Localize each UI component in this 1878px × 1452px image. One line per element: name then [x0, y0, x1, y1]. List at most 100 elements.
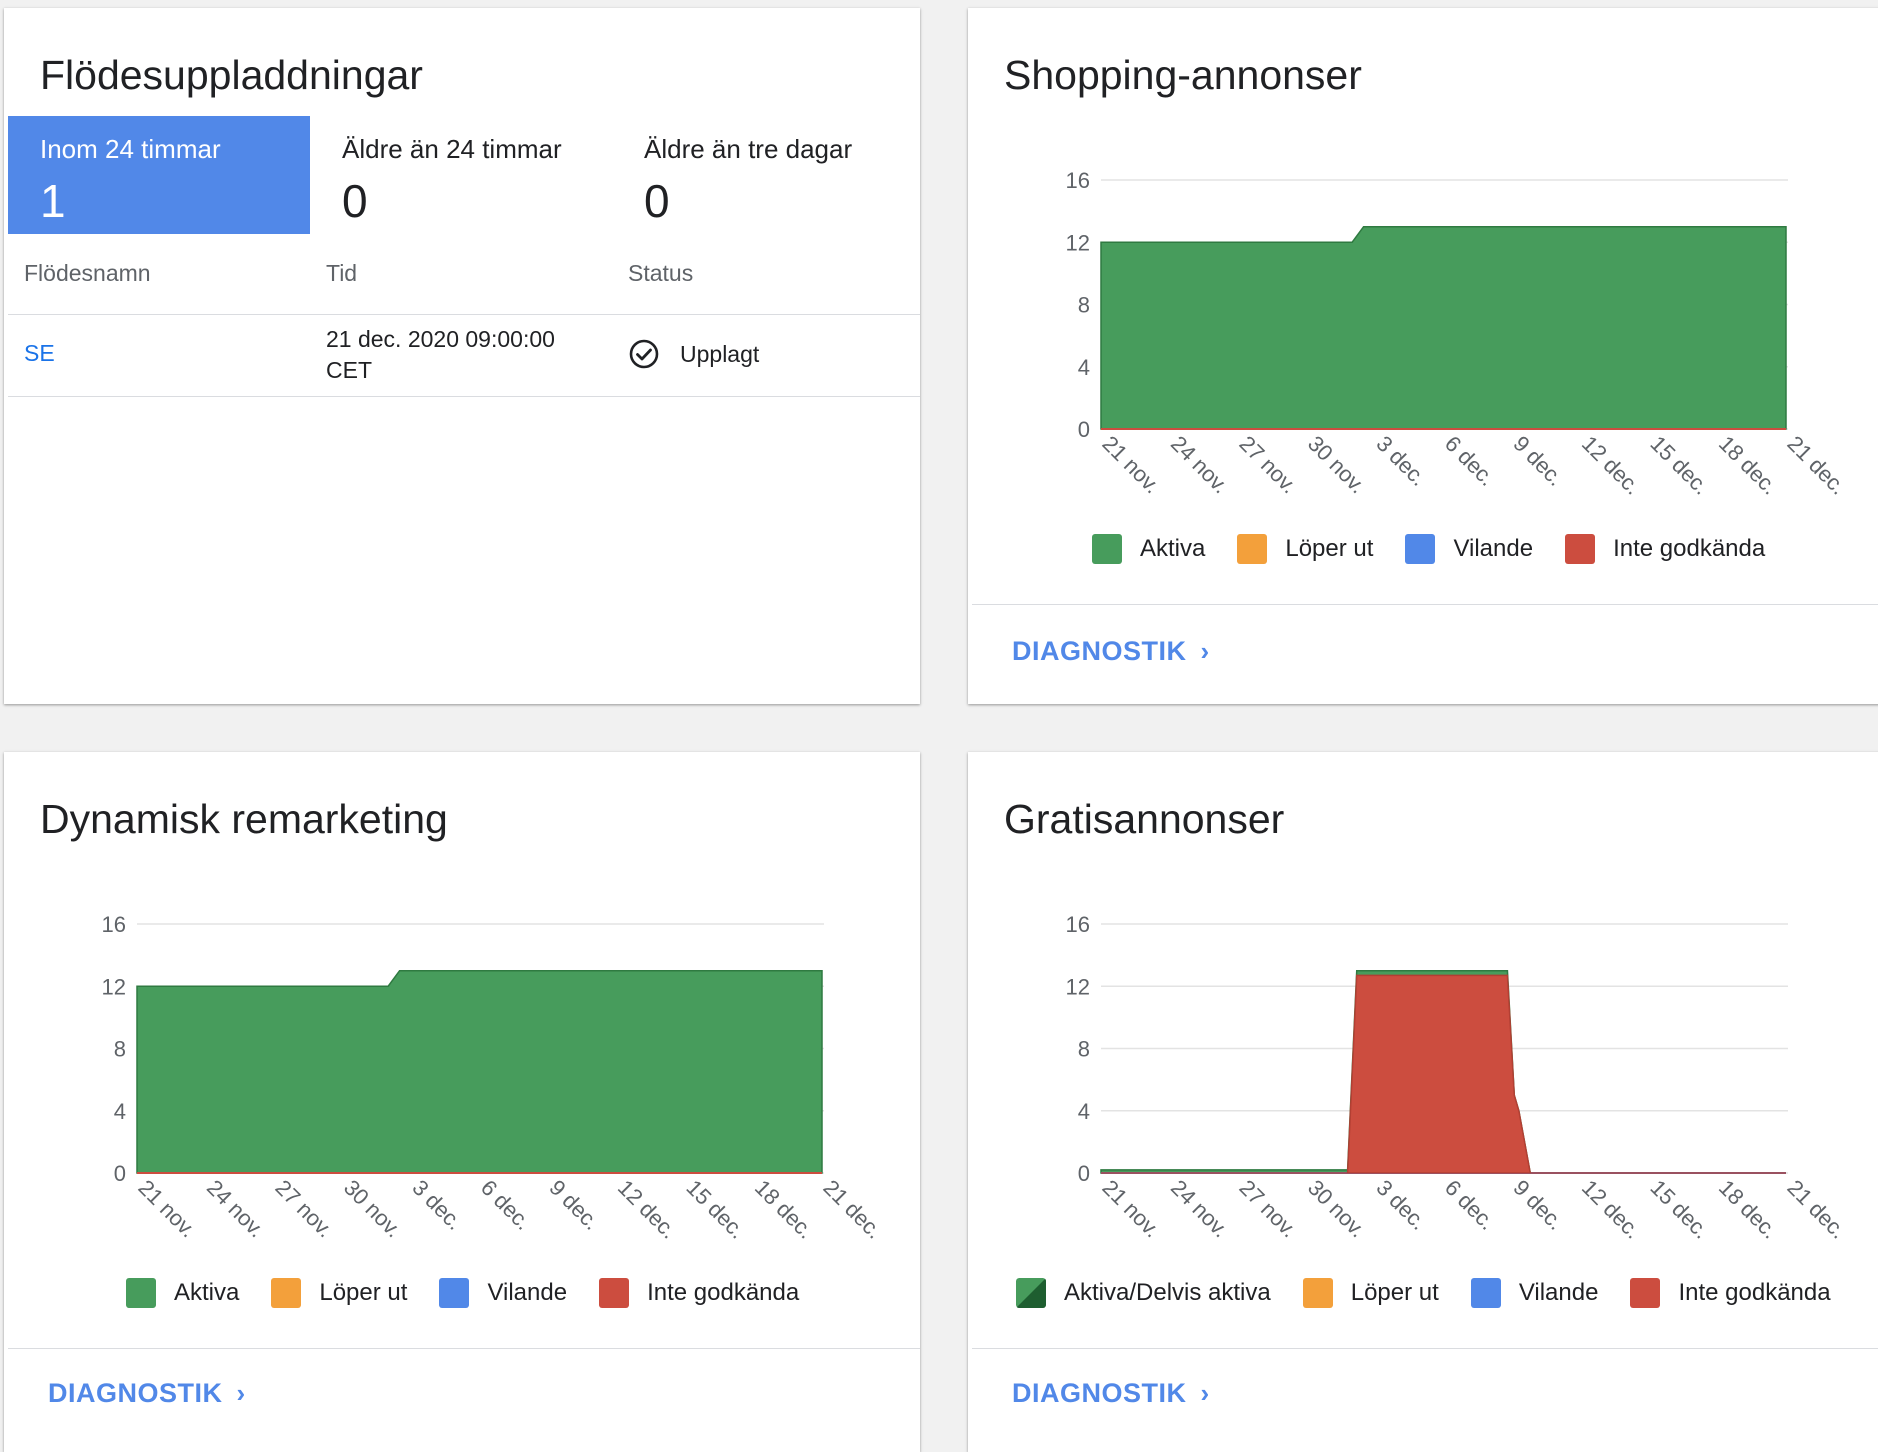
legend-swatch-expiring	[1237, 534, 1268, 564]
legend-label-paused: Vilande	[1453, 535, 1534, 562]
y-tick-label: 12	[1066, 230, 1090, 255]
shopping-ads-chart: 0 4 8 12 16 21 nov. 24 nov. 27 nov. 30 nov. 3 dec…	[1066, 168, 1852, 500]
series-area-active	[1100, 225, 1787, 430]
x-tick-label: 18 dec.	[1714, 431, 1783, 500]
x-tick-label: 27 nov.	[1234, 1175, 1302, 1243]
legend-swatch-paused	[1470, 1278, 1501, 1308]
chevron-right-icon: ›	[1200, 636, 1210, 666]
x-tick-label: 18 dec.	[1714, 1175, 1783, 1244]
feed-name-link[interactable]: SE	[24, 340, 55, 366]
column-header-feed-name[interactable]: Flödesnamn	[24, 260, 151, 286]
legend-item-active[interactable]: Aktiva	[1092, 534, 1205, 564]
y-tick-label: 4	[114, 1099, 126, 1124]
legend-label-active: Aktiva	[174, 1279, 240, 1306]
y-tick-label: 8	[1078, 293, 1090, 318]
x-tick-label: 15 dec.	[1645, 1175, 1714, 1244]
legend-item-disapproved[interactable]: Inte godkända	[1565, 534, 1765, 564]
x-tick-label: 15 dec.	[1645, 431, 1714, 500]
legend-item-disapproved[interactable]: Inte godkända	[1630, 1278, 1831, 1308]
tab-older-3days[interactable]: Äldre än tre dagar 0	[612, 116, 914, 234]
chevron-right-icon: ›	[236, 1378, 246, 1408]
x-tick-label: 6 dec.	[1440, 431, 1500, 491]
legend-item-active[interactable]: Aktiva/Delvis aktiva	[1016, 1278, 1271, 1308]
legend-swatch-expiring	[271, 1278, 302, 1308]
tab-older-24h-label: Äldre än 24 timmar	[342, 134, 562, 164]
legend-item-expiring[interactable]: Löper ut	[1302, 1278, 1439, 1308]
x-tick-label: 30 nov.	[339, 1175, 407, 1243]
feed-uploads-title: Flödesuppladdningar	[40, 52, 423, 98]
x-tick-label: 30 nov.	[1303, 1175, 1371, 1243]
y-tick-label: 8	[114, 1037, 126, 1062]
x-tick-label: 15 dec.	[681, 1175, 750, 1244]
y-tick-label: 4	[1078, 1099, 1090, 1124]
dynamic-diagnostics-link[interactable]: DIAGNOSTIK ›	[48, 1378, 246, 1409]
shopping-diagnostics-link[interactable]: DIAGNOSTIK ›	[1012, 636, 1210, 667]
legend-swatch-paused	[439, 1278, 470, 1308]
tab-within-24h[interactable]: Inom 24 timmar 1	[8, 116, 310, 234]
x-tick-label: 12 dec.	[613, 1175, 682, 1244]
x-tick-label: 9 dec.	[1508, 1175, 1568, 1235]
y-tick-label: 12	[102, 974, 126, 999]
y-tick-label: 0	[1078, 1161, 1090, 1186]
legend-item-paused[interactable]: Vilande	[439, 1278, 567, 1308]
feed-uploads-card: Flödesuppladdningar Inom 24 timmar 1 Äld…	[4, 8, 920, 704]
y-tick-label: 12	[1066, 974, 1090, 999]
x-tick-label: 21 nov.	[1097, 1175, 1165, 1243]
shopping-footer-divider	[972, 604, 1878, 605]
dynamic-footer-divider	[8, 1348, 920, 1349]
legend-item-paused[interactable]: Vilande	[1470, 1278, 1599, 1308]
x-tick-label: 24 nov.	[1166, 1175, 1234, 1243]
legend-label-disapproved: Inte godkända	[1678, 1279, 1831, 1306]
tab-within-24h-count: 1	[40, 175, 66, 227]
column-header-status[interactable]: Status	[628, 260, 694, 286]
tab-older-24h-count: 0	[342, 175, 368, 227]
upload-time-date: 21 dec. 2020 09:00:00	[326, 326, 555, 352]
dynamic-remarketing-chart: 0 4 8 12 16 21 nov. 24 nov. 27 nov. 30 nov. 3 dec…	[102, 912, 888, 1244]
legend-item-expiring[interactable]: Löper ut	[271, 1278, 407, 1308]
tab-older-24h[interactable]: Äldre än 24 timmar 0	[310, 116, 612, 234]
x-tick-label: 3 dec.	[1371, 1175, 1431, 1235]
legend-item-expiring[interactable]: Löper ut	[1237, 534, 1373, 564]
free-diagnostics-link[interactable]: DIAGNOSTIK ›	[1012, 1378, 1210, 1409]
column-header-time[interactable]: Tid	[326, 260, 358, 286]
y-tick-label: 0	[1078, 417, 1090, 442]
legend-label-paused: Vilande	[487, 1279, 568, 1306]
x-tick-label: 12 dec.	[1577, 1175, 1646, 1244]
legend-swatch-active	[1092, 534, 1122, 564]
legend-item-disapproved[interactable]: Inte godkända	[599, 1278, 799, 1308]
legend-label-active: Aktiva	[1140, 535, 1206, 562]
chevron-right-icon: ›	[1200, 1378, 1210, 1408]
shopping-ads-card: Shopping-annonser 0 4 8 12 16 21 nov. 24 nov. 2…	[968, 8, 1878, 704]
legend-item-paused[interactable]: Vilande	[1405, 534, 1533, 564]
x-tick-label: 24 nov.	[1166, 431, 1234, 499]
x-tick-label: 9 dec.	[544, 1175, 604, 1235]
x-tick-label: 30 nov.	[1303, 431, 1371, 499]
legend-label-disapproved: Inte godkända	[1613, 535, 1766, 562]
x-tick-label: 12 dec.	[1577, 431, 1646, 500]
legend-swatch-expiring	[1302, 1278, 1333, 1308]
x-tick-label: 27 nov.	[1234, 431, 1302, 499]
x-tick-label: 21 dec.	[1782, 1175, 1851, 1244]
legend-item-active[interactable]: Aktiva	[126, 1278, 239, 1308]
legend-label-expiring: Löper ut	[319, 1279, 408, 1306]
free-legend: Aktiva/Delvis aktiva Löper ut Vilande In…	[1016, 1278, 1831, 1308]
upload-status: Upplagt	[628, 338, 759, 370]
legend-swatch-disapproved	[1630, 1278, 1661, 1308]
free-footer-divider	[972, 1348, 1878, 1349]
legend-label-expiring: Löper ut	[1285, 535, 1374, 562]
y-tick-label: 0	[114, 1161, 126, 1186]
x-tick-label: 3 dec.	[1371, 431, 1431, 491]
legend-label-disapproved: Inte godkända	[647, 1279, 800, 1306]
shopping-diagnostics-label: DIAGNOSTIK	[1012, 636, 1187, 666]
free-listings-title: Gratisannonser	[1004, 796, 1285, 842]
x-tick-label: 18 dec.	[750, 1175, 819, 1244]
legend-label-expiring: Löper ut	[1350, 1279, 1439, 1306]
dynamic-legend: Aktiva Löper ut Vilande Inte godkända	[126, 1278, 799, 1308]
series-area-disapproved	[1101, 974, 1786, 1174]
dynamic-remarketing-card: Dynamisk remarketing 0 4 8 12 16 21 nov. 24 no…	[4, 752, 920, 1452]
tab-within-24h-label: Inom 24 timmar	[40, 134, 221, 164]
legend-swatch-disapproved	[1565, 534, 1596, 564]
legend-label-paused: Vilande	[1518, 1279, 1599, 1306]
x-tick-label: 24 nov.	[202, 1175, 270, 1243]
table-header-divider	[8, 314, 920, 315]
